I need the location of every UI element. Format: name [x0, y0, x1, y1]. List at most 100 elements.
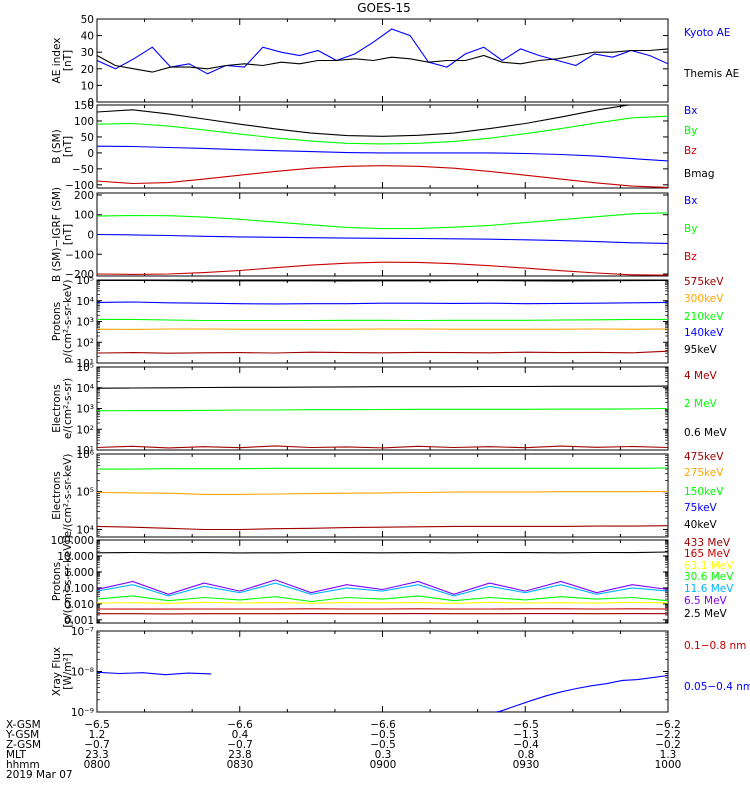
- panel-frame: [96, 104, 669, 189]
- legend-entry: 30.6 MeV: [684, 571, 734, 583]
- x-row-value: −6.6: [227, 719, 253, 731]
- panel-frame: [96, 630, 669, 713]
- legend-entry: 0.1−0.8 nm: [684, 640, 746, 652]
- series-line: [97, 467, 668, 470]
- x-row-label: MLT: [6, 749, 26, 761]
- series-line: [97, 525, 668, 531]
- legend-entry: Bz: [684, 145, 697, 157]
- legend-entry: 275keV: [684, 467, 724, 479]
- y-axis-label: Electrons: [51, 384, 63, 433]
- series-line: [97, 280, 668, 282]
- legend-entry: Kyoto AE: [684, 27, 730, 39]
- series-line: [97, 233, 668, 244]
- y-axis-label: Xray Flux: [51, 647, 63, 696]
- y-tick-label: 20: [81, 64, 94, 76]
- y-tick-label: 10⁻⁷: [71, 626, 94, 638]
- series-line: [97, 301, 668, 305]
- series-line: [97, 28, 668, 75]
- y-tick-label: −50: [72, 164, 94, 176]
- y-axis-label: AE index: [51, 38, 63, 84]
- series-group: [97, 385, 668, 449]
- series-line: [97, 385, 668, 389]
- y-axis-unit: e/(cm²-s-sr-keV): [62, 454, 74, 538]
- y-tick-label: −200: [65, 269, 94, 281]
- legend-entry: Bx: [684, 195, 697, 207]
- x-row-value: 23.8: [228, 749, 251, 761]
- panel-frame: [96, 453, 669, 538]
- series-line: [97, 318, 668, 322]
- x-row-value: 0.8: [518, 749, 535, 761]
- y-tick-label: 10⁶: [76, 449, 94, 461]
- x-row-value: 1.3: [660, 749, 677, 761]
- legend-entry: 300keV: [684, 293, 724, 305]
- x-row-value: −1.3: [513, 729, 539, 741]
- series-line: [97, 445, 668, 449]
- series-group: [97, 28, 668, 75]
- y-tick-label: 10⁵: [76, 275, 94, 287]
- y-tick-label: 10.000: [57, 551, 94, 563]
- legend-entry: By: [684, 125, 697, 137]
- x-row-value: 23.3: [85, 749, 108, 761]
- x-row-value: −0.7: [84, 739, 110, 751]
- legend-entry: 4 MeV: [684, 370, 718, 382]
- panel-electrons_mev: 10¹ 10² 10³ 10⁴ 10⁵ Electrons e/(cm²-s-sr) 4 Me…: [51, 362, 728, 457]
- y-tick-label: 10⁻⁸: [71, 667, 94, 679]
- legend-entry: Bx: [684, 105, 697, 117]
- y-tick-label: 10²: [76, 424, 94, 436]
- y-tick-label: −100: [65, 180, 94, 192]
- x-row-value: 0.4: [232, 729, 249, 741]
- legend-entry: 575keV: [684, 276, 724, 288]
- y-axis-unit: [nT]: [62, 224, 74, 245]
- y-tick-label: 0: [87, 97, 94, 109]
- legend-entry: 475keV: [684, 451, 724, 463]
- x-row-value: −0.7: [227, 739, 253, 751]
- y-tick-label: 10⁻⁹: [71, 707, 94, 719]
- y-tick-label: 50: [81, 14, 94, 26]
- legend-entry: 140keV: [684, 327, 724, 339]
- series-line: [97, 490, 668, 495]
- x-row-value: −6.6: [370, 719, 396, 731]
- panel-frame: [96, 366, 669, 451]
- y-tick-label: 10²: [76, 337, 94, 349]
- x-row-value: 0900: [370, 759, 397, 771]
- y-axis-label: Electrons: [51, 471, 63, 520]
- legend-entry: 75keV: [684, 502, 718, 514]
- series-line: [493, 674, 668, 712]
- y-tick-label: 10¹: [76, 358, 94, 370]
- series-line: [97, 350, 668, 354]
- chart-title: GOES-15: [357, 1, 411, 15]
- x-row-value: −6.5: [84, 719, 110, 731]
- y-tick-label: 10⁴: [76, 524, 94, 536]
- y-axis-unit: e/(cm²-s-sr): [62, 378, 74, 439]
- y-tick-label: 30: [81, 47, 94, 59]
- legend-entry: Themis AE: [683, 68, 739, 80]
- panel-xray: 10⁻⁹ 10⁻⁸ 10⁻⁷ Xray Flux [W/m²] 0.1−0.8 nm 0.0…: [51, 626, 750, 719]
- legend-entry: 2 MeV: [684, 398, 718, 410]
- y-axis-unit: [nT]: [62, 50, 74, 71]
- panel-frame: [96, 18, 669, 103]
- series-line: [97, 165, 668, 188]
- x-row-value: 1000: [655, 759, 682, 771]
- legend-entry: 210keV: [684, 311, 724, 323]
- x-axis-table: X-GSM −6.5 −6.6 −6.6 −6.5 −6.2 Y-GSM 1.2 0.4 −0.5…: [5, 719, 681, 781]
- series-line: [97, 105, 633, 137]
- y-axis-unit: [W/m²]: [62, 653, 74, 690]
- x-row-label: X-GSM: [6, 719, 41, 731]
- y-axis-unit: p/(cm²-s-sr-keV): [62, 280, 74, 364]
- x-row-value: −0.5: [370, 729, 396, 741]
- legend-entry: By: [684, 223, 697, 235]
- panel-protons_hi: 10¹ 10² 10³ 10⁴ 10⁵ Protons p/(cm²-s-sr-keV) 57…: [51, 275, 724, 370]
- legend-entry: 95keV: [684, 344, 718, 356]
- series-line: [97, 601, 668, 604]
- legend-entry: 2.5 MeV: [684, 608, 728, 620]
- panel-bsm: −100 −50 0 50 100 150 B (SM) [nT] Bx By Bz Bmag: [51, 100, 715, 192]
- x-row-value: −0.2: [655, 739, 681, 751]
- y-tick-label: 50: [81, 132, 94, 144]
- panel-frame: [96, 192, 669, 277]
- plot-date: 2019 Mar 07: [6, 769, 73, 781]
- panel-ae: 0 10 20 30 40 50 AE index [nT] Kyoto AE Themis AE: [51, 14, 739, 109]
- y-tick-label: 10: [81, 80, 94, 92]
- legend-entry: 433 MeV: [684, 537, 731, 549]
